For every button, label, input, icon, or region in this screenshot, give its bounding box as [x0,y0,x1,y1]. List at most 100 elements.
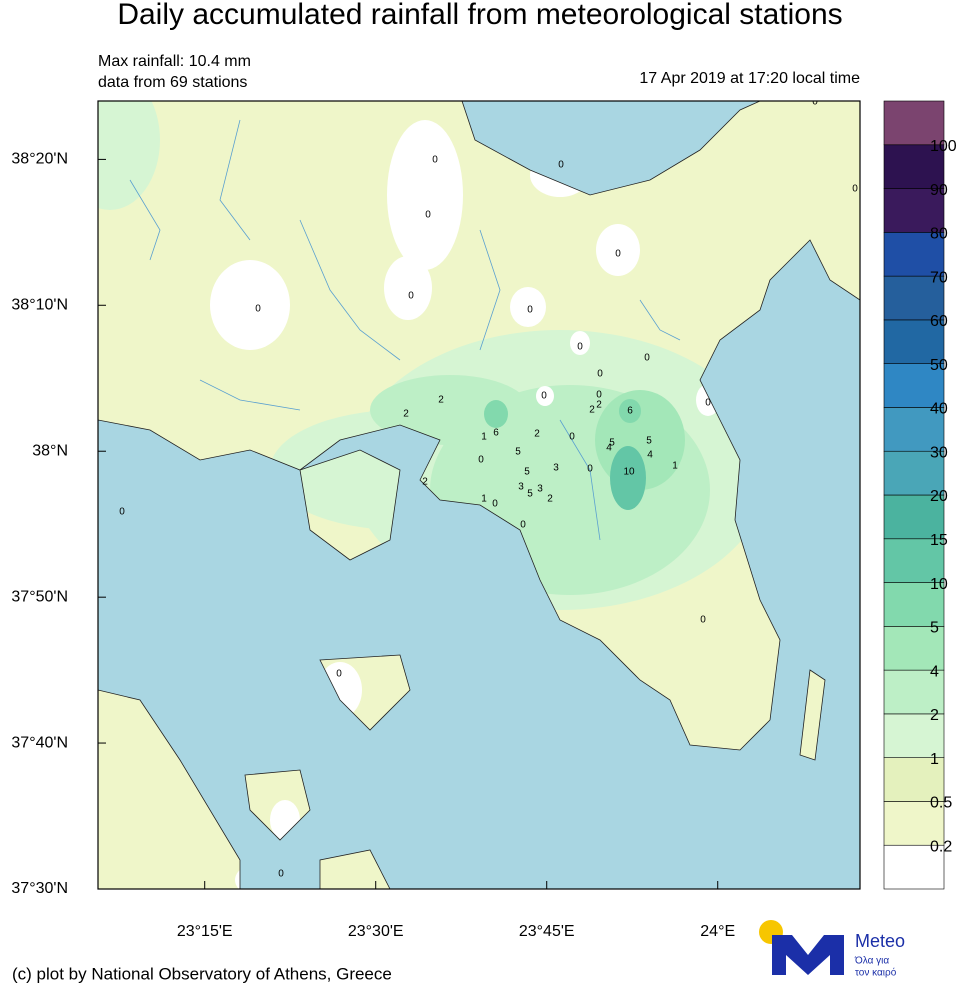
station-value: 2 [596,400,602,411]
station-value: 0 [615,249,621,260]
colorbar-label: 20 [930,488,948,505]
station-value: 0 [705,398,711,409]
station-value: 5 [524,467,530,478]
station-value: 0 [425,210,431,221]
station-value: 0 [541,391,547,402]
station-value: 0 [587,464,593,475]
station-value: 0 [700,615,706,626]
station-value: 0 [432,155,438,166]
station-value: 0 [278,869,284,880]
station-value: 10 [623,467,635,478]
colorbar-box [883,319,945,364]
colorbar-box [883,801,945,846]
station-value: 0 [119,507,125,518]
station-value: 2 [547,494,553,505]
colorbar-label: 5 [930,620,939,637]
rain-zone [210,260,290,350]
station-value: 0 [520,520,526,531]
lat-tick-label: 37°30'N [11,880,68,897]
lon-tick-label: 24°E [700,923,735,940]
rain-zone [387,120,463,270]
logo-mark [772,935,844,975]
title: Daily accumulated rainfall from meteorol… [117,0,842,31]
colorbar-label: 0.5 [930,795,952,812]
station-value: 1 [672,461,678,472]
station-value: 0 [255,304,261,315]
station-value: 5 [515,447,521,458]
rain-zone [384,256,432,320]
station-value: 4 [647,450,653,461]
colorbar-box [883,757,945,802]
station-value: 3 [518,482,524,493]
colorbar-box [883,188,945,233]
colorbar-box [883,713,945,758]
colorbar-label: 50 [930,357,948,374]
rain-zone [370,375,530,445]
lat-tick-label: 37°50'N [11,588,68,605]
station-value: 0 [852,184,858,195]
colorbar-label: 60 [930,313,948,330]
colorbar-label: 4 [930,663,939,680]
colorbar-label: 30 [930,444,948,461]
colorbar-label: 10 [930,576,948,593]
station-value: 1 [481,494,487,505]
colorbar-label: 15 [930,532,948,549]
station-value: 2 [422,477,428,488]
station-value: 0 [597,369,603,380]
rain-zone [570,331,590,355]
logo: Meteo Όλα για τον καιρό [759,920,905,979]
station-value: 6 [493,428,499,439]
logo-text: Meteo [855,931,905,951]
station-value: 2 [589,405,595,416]
station-value: 2 [438,395,444,406]
colorbar-box [883,669,945,715]
colorbar-label: 2 [930,707,939,724]
logo-tagline: τον καιρό [855,967,897,979]
colorbar-label: 0.2 [930,838,952,855]
lat-tick-label: 38°10'N [11,296,68,313]
rain-zone [484,400,508,428]
lat-tick-label: 38°N [32,442,68,459]
rain-zone [536,386,554,406]
station-value: 0 [408,291,414,302]
station-value: 0 [644,353,650,364]
station-value: 4 [606,443,612,454]
lat-tick-label: 37°40'N [11,734,68,751]
colorbar-label: 1 [930,751,939,768]
station-value: 1 [481,432,487,443]
station-value: 2 [534,429,540,440]
colorbar-box [883,407,945,452]
station-value: 5 [527,489,533,500]
lon-tick-label: 23°30'E [348,923,404,940]
coastline [98,101,860,889]
rivers [129,119,681,541]
station-value: 3 [537,484,543,495]
colorbar-box [883,538,945,583]
colorbar-box [883,144,945,189]
rain-zone [510,287,546,327]
colorbar-label: 80 [930,226,948,243]
station-value: 0 [492,499,498,510]
station-value: 5 [646,436,652,447]
colorbar-box [883,626,945,671]
station-value: 2 [403,409,409,420]
station-value: 0 [569,432,575,443]
lat-tick-label: 38°20'N [11,151,68,168]
station-value: 5 [609,438,615,449]
station-value: 0 [478,455,484,466]
colorbar: 0.2 0.5 1 2 4 5 10 15 20 30 40 50 60 70 80 90 100 [883,100,957,890]
colorbar-label: 40 [930,401,948,418]
station-count: data from 69 stations [98,74,247,91]
station-value: 6 [627,406,633,417]
colorbar-box [883,100,945,146]
rain-zone [596,224,640,276]
colorbar-box [883,232,945,277]
station-value: 0 [596,390,602,401]
station-value: 0 [577,342,583,353]
colorbar-label: 70 [930,269,948,286]
station-value: 3 [553,463,559,474]
station-value: 0 [527,305,533,316]
